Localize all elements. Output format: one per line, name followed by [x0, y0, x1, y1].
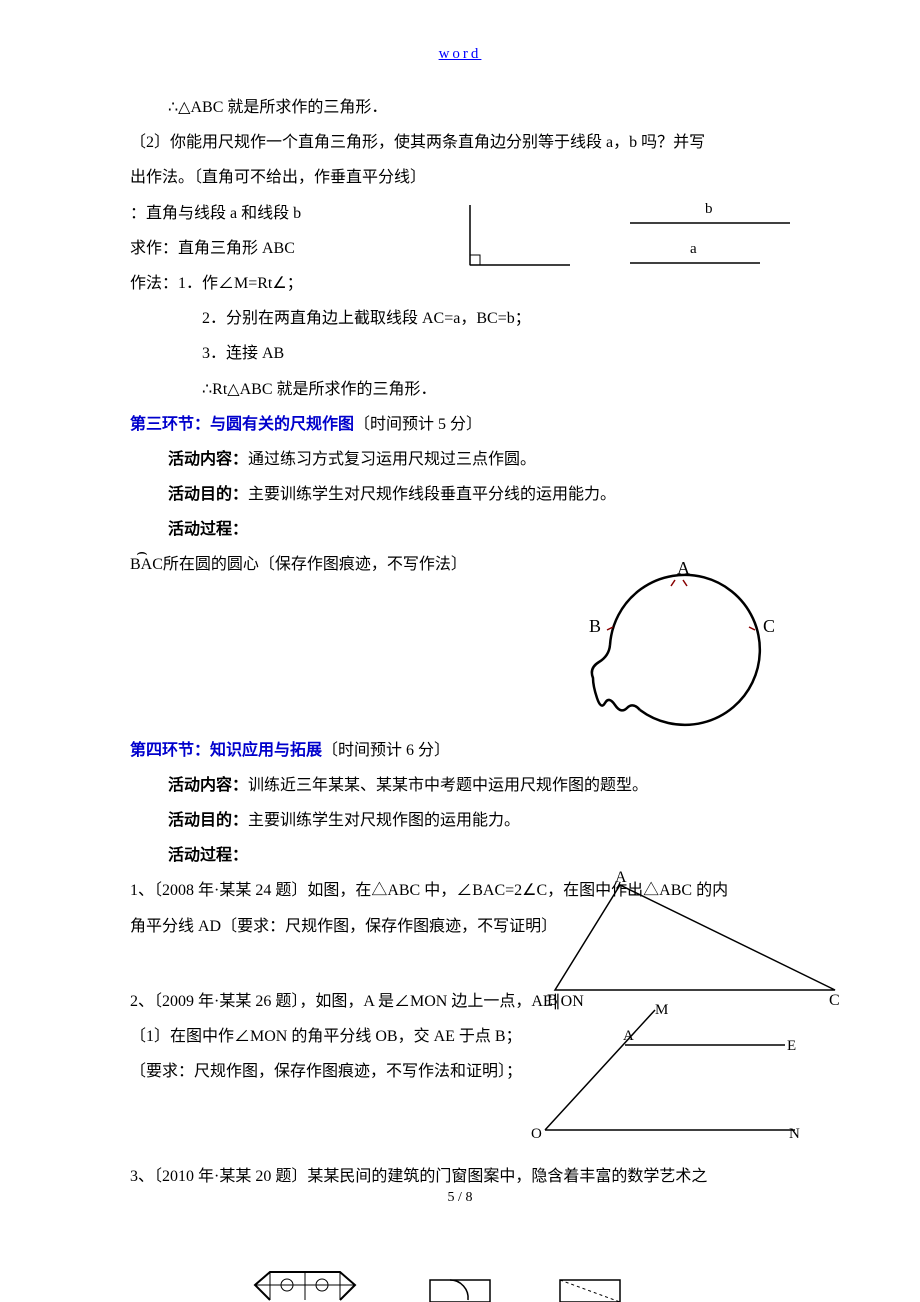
text: 训练近三年某某、某某市中考题中运用尺规作图的题型。	[248, 777, 648, 794]
section-title: 第三环节：与圆有关的尺规作图	[130, 416, 354, 433]
text: 通过练习方式复习运用尺规过三点作圆。	[248, 451, 536, 468]
figure-angle-mon: M A E O N	[525, 1000, 805, 1140]
section-note: 〔时间预计 6 分〕	[322, 742, 450, 759]
label: 活动内容：	[168, 777, 248, 794]
text-line: 活动内容：训练近三年某某、某某市中考题中运用尺规作图的题型。	[130, 768, 790, 803]
text: 主要训练学生对尺规作图的运用能力。	[248, 812, 520, 829]
text-line: 活动目的：主要训练学生对尺规作线段垂直平分线的运用能力。	[130, 477, 790, 512]
label-b: b	[705, 201, 713, 217]
label-N: N	[789, 1126, 800, 1140]
text-line: 活动内容：通过练习方式复习运用尺规过三点作圆。	[130, 442, 790, 477]
section-note: 〔时间预计 5 分〕	[354, 416, 482, 433]
section-3-heading: 第三环节：与圆有关的尺规作图〔时间预计 5 分〕	[130, 407, 790, 442]
label-B: B	[589, 616, 601, 636]
text: 主要训练学生对尺规作线段垂直平分线的运用能力。	[248, 486, 616, 503]
text-line: 3．连接 AB	[130, 336, 790, 371]
text-line: ∴Rt△ABC 就是所求作的三角形．	[130, 372, 790, 407]
figure-circle-abc: A B C	[555, 560, 805, 740]
label-E: E	[787, 1038, 796, 1054]
text-line: 活动目的：主要训练学生对尺规作图的运用能力。	[130, 803, 790, 838]
label-A: A	[623, 1028, 634, 1044]
label-A: A	[615, 870, 627, 886]
text-line: 〔2〕你能用尺规作一个直角三角形，使其两条直角边分别等于线段 a，b 吗？并写	[130, 125, 790, 160]
label: 活动内容：	[168, 451, 248, 468]
figure-ornament-fragments	[250, 1270, 670, 1302]
label-O: O	[531, 1126, 542, 1140]
text-line: 出作法。〔直角可不给出，作垂直平分线〕	[130, 160, 790, 195]
figure-triangle-abc: A B C	[545, 870, 845, 1010]
label: 活动目的：	[168, 812, 248, 829]
text-line: 2．分别在两直角边上截取线段 AC=a，BC=b；	[130, 301, 790, 336]
label: 活动目的：	[168, 486, 248, 503]
section-title: 第四环节：知识应用与拓展	[130, 742, 322, 759]
text-line: 活动过程：	[130, 838, 790, 873]
label-C: C	[829, 992, 840, 1009]
text-line: 活动过程：	[130, 512, 790, 547]
page-number: 5 / 8	[448, 1183, 473, 1214]
label-C: C	[763, 616, 775, 636]
arc-notation: BAC所在圆的圆心〔保存作图痕迹，不写作法〕	[130, 547, 467, 582]
header-word-link[interactable]: word	[439, 38, 482, 71]
label-M: M	[655, 1002, 668, 1018]
label-a: a	[690, 241, 697, 257]
figure-right-angle-segments: b a	[460, 195, 800, 285]
label-A: A	[677, 560, 690, 578]
text-line: ∴△ABC 就是所求作的三角形．	[130, 90, 790, 125]
